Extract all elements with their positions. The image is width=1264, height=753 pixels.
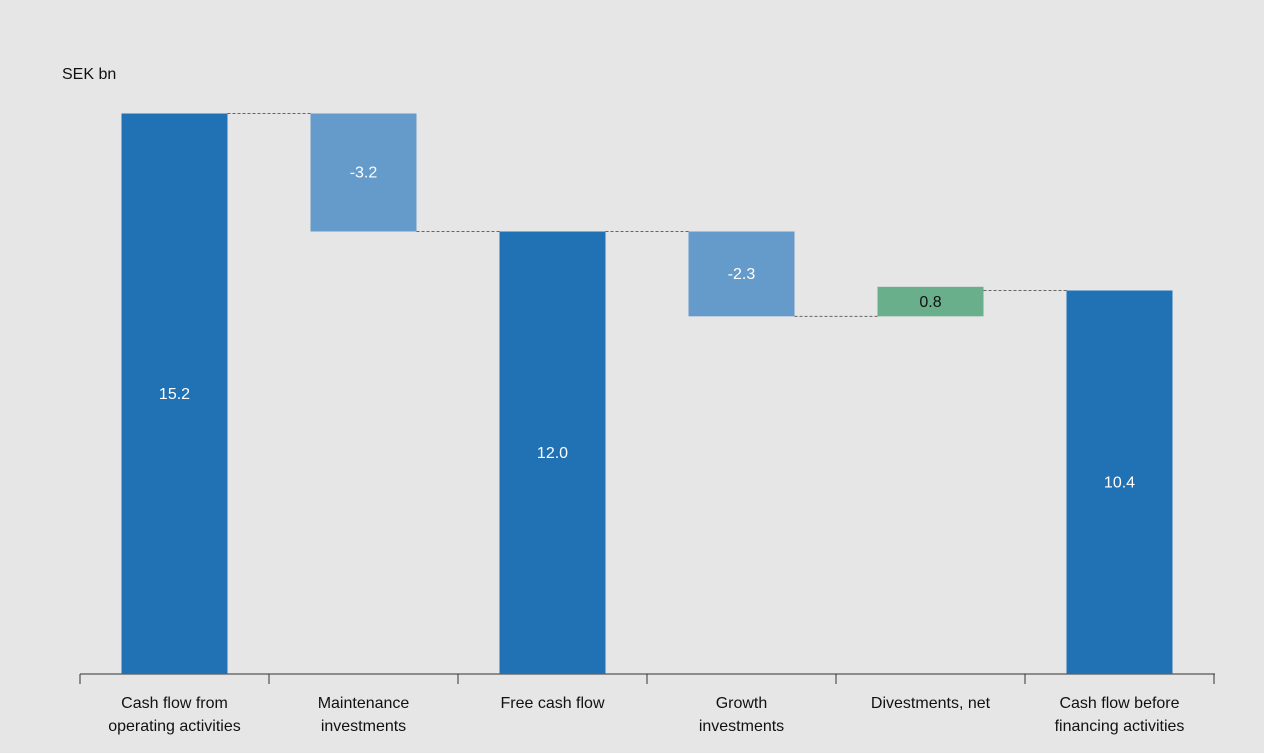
bar bbox=[688, 231, 795, 317]
value-label: 0.8 bbox=[919, 294, 941, 311]
bar bbox=[1066, 290, 1173, 674]
bar bbox=[121, 113, 228, 674]
x-tick-label: Free cash flow bbox=[500, 695, 605, 712]
bar bbox=[310, 113, 417, 232]
value-label: 12.0 bbox=[537, 445, 568, 462]
bar bbox=[499, 231, 606, 674]
x-tick-label: Maintenance investments bbox=[317, 695, 410, 735]
x-tick-label: Cash flow from operating activities bbox=[108, 695, 241, 735]
y-axis-label: SEK bn bbox=[62, 66, 116, 83]
value-label: 10.4 bbox=[1104, 474, 1135, 491]
value-label: -3.2 bbox=[350, 165, 378, 182]
bar bbox=[877, 286, 984, 317]
value-label: 15.2 bbox=[159, 386, 190, 403]
x-tick-label: Divestments, net bbox=[870, 695, 991, 712]
x-tick-label: Growth investments bbox=[698, 695, 785, 735]
value-label: -2.3 bbox=[728, 266, 756, 283]
x-tick-label: Cash flow before financing activities bbox=[1054, 695, 1185, 735]
